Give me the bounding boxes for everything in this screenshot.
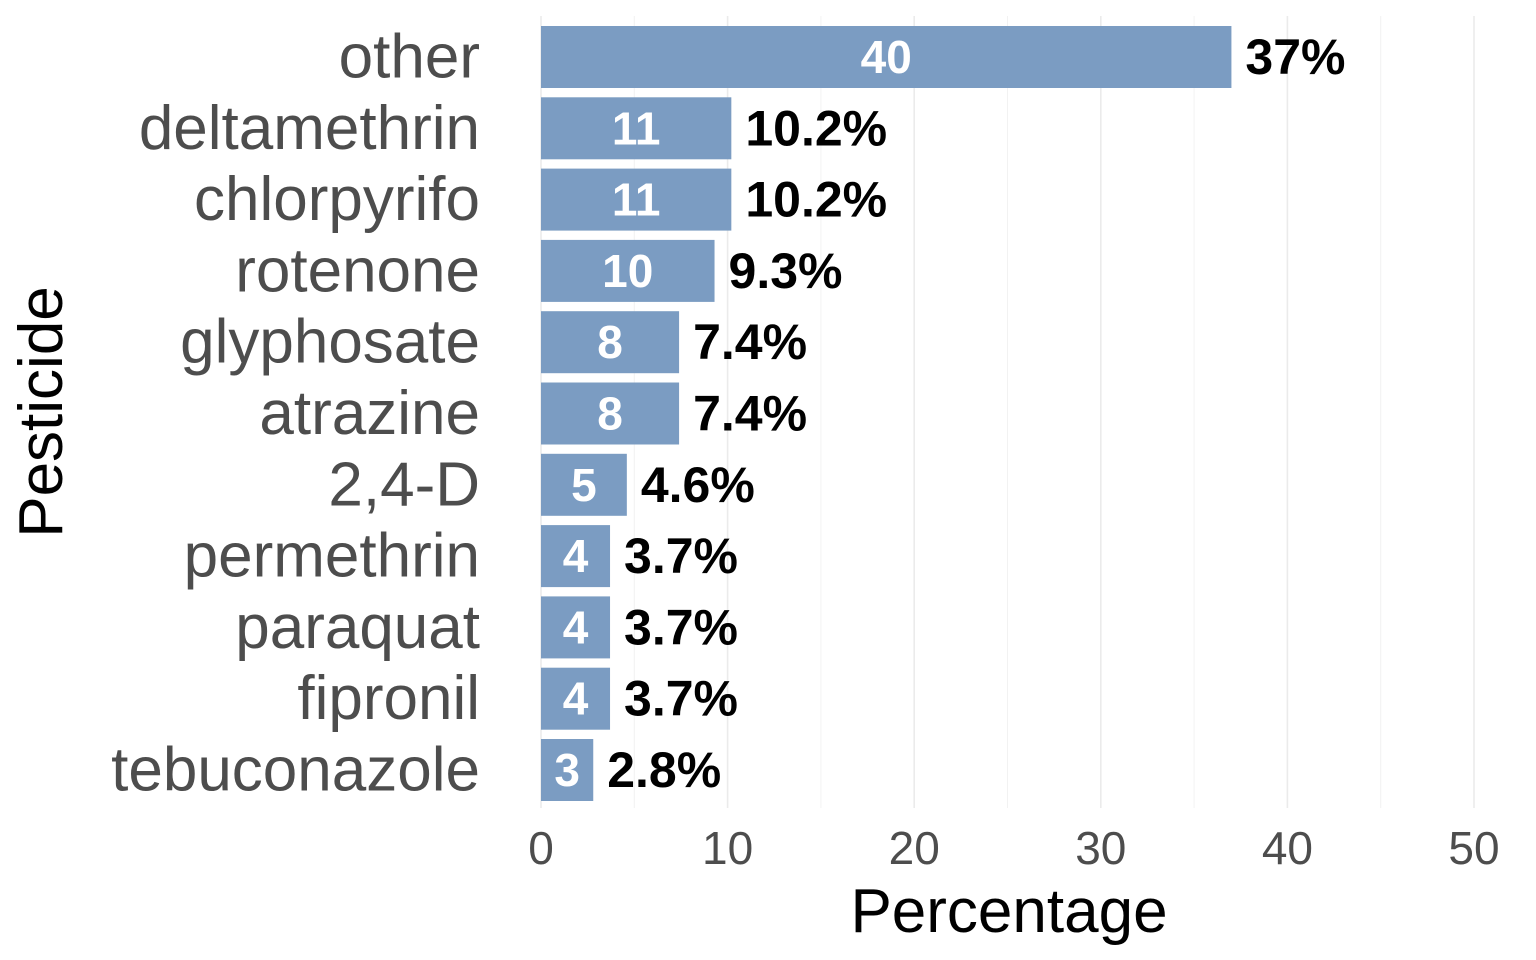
- category-label: fipronil: [297, 664, 480, 733]
- category-label: tebuconazole: [111, 736, 480, 805]
- category-label: rotenone: [235, 236, 480, 305]
- percent-label: 9.3%: [729, 243, 843, 299]
- percent-label: 7.4%: [693, 386, 807, 442]
- category-label: other: [339, 23, 480, 92]
- bar: [541, 382, 680, 445]
- percent-label: 4.6%: [641, 457, 755, 513]
- count-label: 11: [612, 102, 661, 154]
- percent-label: 10.2%: [745, 100, 887, 156]
- bar: [541, 239, 715, 302]
- bars: [541, 26, 1232, 801]
- bar: [541, 311, 680, 374]
- percent-label: 3.7%: [624, 671, 738, 727]
- count-label: 4: [563, 530, 589, 582]
- count-label: 11: [612, 174, 661, 226]
- percent-label: 3.7%: [624, 599, 738, 655]
- bar: [541, 739, 594, 801]
- count-label: 10: [602, 245, 653, 297]
- bar: [541, 97, 732, 160]
- category-label: chlorpyrifo: [194, 165, 480, 234]
- count-label: 3: [554, 744, 580, 796]
- count-label: 4: [563, 601, 589, 653]
- count-label: 4: [563, 673, 589, 725]
- category-label: glyphosate: [180, 308, 480, 377]
- x-tick-label: 50: [1448, 822, 1499, 874]
- x-axis-title: Percentage: [850, 877, 1167, 946]
- y-axis-title: Pesticide: [7, 286, 76, 538]
- labels: 0 10 20 30 40 50 other 40 37% deltamethrin 11 10.2%…: [111, 23, 1499, 875]
- x-tick-label: 20: [889, 822, 940, 874]
- percent-label: 3.7%: [624, 528, 738, 584]
- count-label: 5: [571, 459, 597, 511]
- count-label: 8: [597, 316, 623, 368]
- category-label: 2,4-D: [328, 450, 480, 519]
- percent-label: 7.4%: [693, 314, 807, 370]
- bar: [541, 525, 611, 588]
- category-label: atrazine: [259, 379, 480, 448]
- count-label: 40: [861, 31, 912, 83]
- bar: [541, 453, 627, 516]
- bar: [541, 596, 611, 659]
- percent-label: 37%: [1245, 29, 1345, 85]
- bar: [541, 26, 1232, 88]
- bar: [541, 667, 611, 730]
- percent-label: 10.2%: [745, 172, 887, 228]
- bar: [541, 168, 732, 231]
- category-label: paraquat: [235, 593, 480, 662]
- percent-label: 2.8%: [607, 742, 721, 798]
- x-tick-label: 30: [1075, 822, 1126, 874]
- x-tick-label: 0: [528, 822, 554, 874]
- x-tick-label: 10: [702, 822, 753, 874]
- category-label: deltamethrin: [139, 94, 480, 163]
- count-label: 8: [597, 388, 623, 440]
- category-label: permethrin: [184, 522, 480, 591]
- x-tick-label: 40: [1262, 822, 1313, 874]
